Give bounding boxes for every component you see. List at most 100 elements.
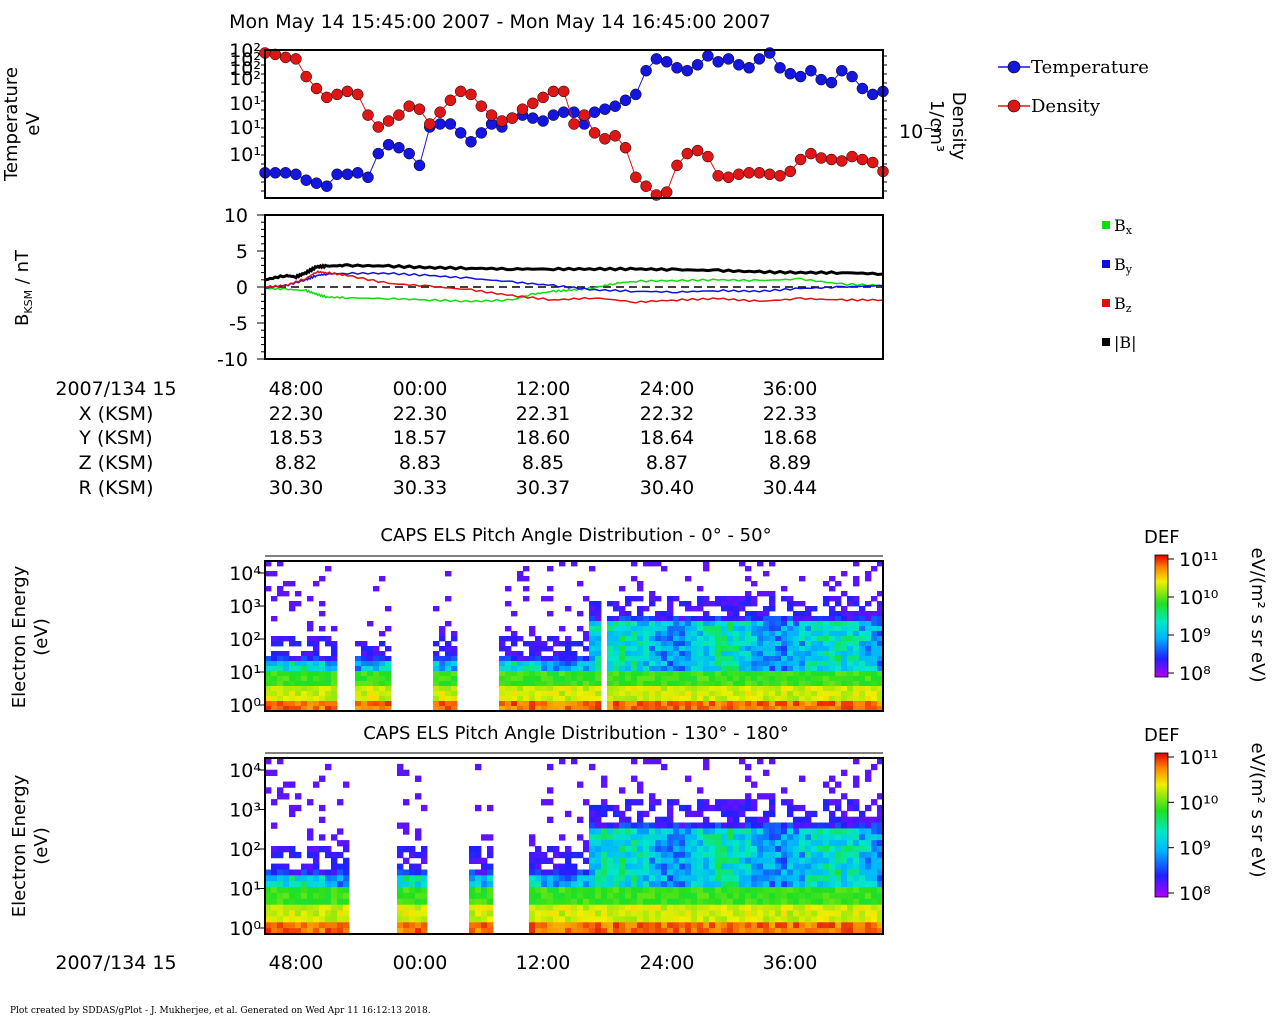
density-point	[774, 170, 786, 182]
density-point	[496, 115, 508, 127]
density-point	[753, 167, 766, 179]
density-point	[630, 171, 642, 184]
series-bz	[264, 270, 884, 304]
spectrogram-2-y-label: Electron Energy(eV)	[9, 774, 52, 917]
temperature-point	[856, 82, 869, 95]
density-point	[341, 85, 354, 98]
temperature-tick-label: 10¹	[229, 93, 261, 115]
density-point	[434, 106, 446, 118]
colorbar-tick-label: 10¹¹	[1179, 549, 1218, 571]
spectrogram-1-tick-labels: 10⁴ 10³ 10² 10¹ 10⁰	[229, 563, 265, 717]
temperature-point	[650, 53, 663, 65]
energy-tick-label: 10³	[229, 800, 261, 822]
temperature-point	[784, 67, 797, 80]
temperature-point	[691, 59, 704, 71]
density-point	[815, 152, 827, 164]
legend-density-label: Density	[1031, 96, 1101, 117]
temperature-point	[465, 136, 477, 148]
ephemeris-cell: 8.89	[769, 452, 811, 474]
density-point	[537, 91, 549, 104]
density-point	[547, 85, 560, 98]
colorbar-2: DEF 10¹¹ 10¹⁰ 10⁹ 10⁸ eV/(m² s sr eV)	[1144, 725, 1268, 905]
density-point	[846, 150, 858, 163]
density-point	[681, 147, 694, 160]
density-point	[485, 109, 498, 121]
ephemeris-cell: 36:00	[763, 378, 818, 400]
density-point	[351, 88, 364, 101]
ephemeris-cell: 22.32	[640, 403, 694, 425]
density-point	[310, 82, 323, 95]
temperature-point	[372, 147, 385, 160]
legend-bz-marker	[1102, 299, 1110, 307]
density-point	[588, 127, 601, 139]
density-point	[382, 115, 395, 127]
spectrogram-2-frame	[264, 757, 884, 935]
temperature-point	[300, 174, 312, 186]
spectrogram-1-panel: CAPS ELS Pitch Angle Distribution - 0° -…	[9, 525, 884, 717]
energy-tick-label: 10⁰	[229, 918, 261, 940]
ephemeris-cell: 30.40	[640, 477, 694, 499]
mag-tick-label: 0	[236, 277, 248, 299]
density-point	[372, 121, 385, 133]
ephemeris-cell: 8.87	[646, 452, 688, 474]
plot-footer: Plot created by SDDAS/gPlot - J. Mukherj…	[10, 1006, 431, 1016]
ephemeris-cell: 22.30	[393, 403, 447, 425]
colorbar-tick-label: 10¹¹	[1179, 747, 1218, 769]
ephem-label-z: Z (KSM)	[79, 452, 154, 474]
temperature-point	[279, 167, 292, 179]
temperature-point	[403, 147, 415, 160]
series-by	[264, 271, 884, 294]
colorbar-tick-label: 10⁸	[1179, 883, 1211, 905]
colorbar-2-tick-labels: 10¹¹ 10¹⁰ 10⁹ 10⁸	[1168, 747, 1218, 905]
temperature-point	[475, 127, 488, 139]
temperature-point	[290, 168, 302, 181]
energy-tick-label: 10⁴	[229, 563, 261, 585]
density-point	[516, 103, 529, 115]
ephemeris-cell: 8.85	[522, 452, 564, 474]
energy-tick-label: 10¹	[229, 662, 261, 684]
density-tick-label: 10⁻²	[899, 121, 941, 143]
legend-bmag-label: |B|	[1114, 333, 1137, 352]
series-bx	[265, 277, 884, 303]
colorbar-1: DEF 10¹¹ 10¹⁰ 10⁹ 10⁸ eV/(m² s sr eV)	[1144, 527, 1268, 685]
spectrogram-2-data	[265, 758, 884, 935]
ephem-label-r: R (KSM)	[79, 477, 154, 499]
ephemeris-cell: 18.60	[516, 427, 570, 449]
density-point	[712, 170, 724, 182]
colorbar-tick-label: 10⁹	[1179, 625, 1211, 647]
density-point	[743, 167, 755, 179]
spectrogram-1-title: CAPS ELS Pitch Angle Distribution - 0° -…	[380, 525, 771, 546]
temperature-point	[331, 168, 343, 181]
temperature-point	[660, 56, 673, 68]
colorbar-2-label: DEF	[1144, 725, 1180, 746]
spectrogram-2-title: CAPS ELS Pitch Angle Distribution - 130°…	[363, 723, 789, 744]
ephemeris-cell: 24:00	[640, 378, 695, 400]
density-point	[300, 70, 312, 83]
ephemeris-cell: 00:00	[393, 378, 448, 400]
density-point	[619, 141, 632, 154]
mag-legend: Bx By Bz |B|	[1102, 216, 1137, 352]
density-point	[784, 165, 797, 178]
temperature-point	[269, 167, 282, 179]
ephem-label-x: X (KSM)	[79, 403, 154, 425]
colorbar-tick-label: 10⁹	[1179, 838, 1211, 860]
temperature-point	[434, 118, 446, 130]
density-point	[506, 112, 518, 124]
temperature-point	[599, 103, 611, 115]
ephemeris-cell: 18.57	[393, 427, 447, 449]
colorbar-tick-label: 10⁸	[1179, 663, 1211, 685]
spectrogram-2-panel: CAPS ELS Pitch Angle Distribution - 130°…	[9, 723, 884, 940]
colorbar-2-units: eV/(m² s sr eV)	[1247, 743, 1268, 878]
bottom-time-label: 36:00	[763, 952, 818, 974]
mag-tick-marks	[257, 214, 265, 360]
mag-tick-label: 5	[236, 241, 248, 263]
temperature-point	[743, 62, 755, 74]
density-point	[866, 156, 879, 169]
mag-tick-label: -10	[217, 349, 248, 371]
temperature-point	[640, 64, 652, 77]
density-point	[290, 53, 302, 65]
ephemeris-cell: 48:00	[269, 378, 324, 400]
density-point	[527, 97, 539, 110]
legend-by-marker	[1102, 260, 1110, 268]
